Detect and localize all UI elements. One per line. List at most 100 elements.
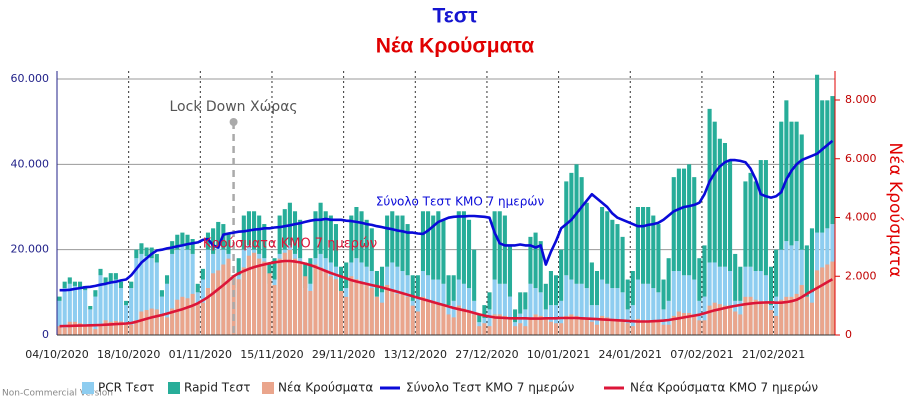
bar [303, 276, 308, 335]
bar [641, 283, 646, 335]
bar [451, 275, 456, 301]
bar [697, 320, 702, 335]
bar [712, 262, 717, 335]
bar [615, 288, 620, 335]
bar [671, 177, 676, 271]
x-tick-label: 18/10/2020 [97, 348, 160, 361]
bar [364, 285, 369, 335]
bar [697, 258, 702, 301]
bar [323, 211, 328, 259]
bar [57, 326, 62, 335]
bar [523, 326, 528, 335]
bar [641, 320, 646, 335]
bar [666, 324, 671, 335]
bar [344, 296, 349, 335]
bar [497, 211, 502, 284]
bar [124, 323, 129, 335]
bar [108, 321, 113, 335]
bar [57, 300, 62, 335]
bar [359, 282, 364, 335]
bar [646, 283, 651, 335]
bar [67, 277, 72, 284]
bar [159, 290, 164, 297]
x-tick-label: 04/10/2020 [25, 348, 88, 361]
bar [722, 305, 728, 335]
bar [482, 323, 487, 335]
bar [159, 315, 164, 335]
bar [415, 311, 420, 335]
bar [533, 288, 538, 335]
bar [656, 292, 661, 335]
bar [195, 302, 200, 335]
bar [349, 276, 354, 335]
bar [282, 252, 287, 335]
bar [794, 241, 799, 335]
bar [804, 245, 809, 297]
bar [103, 283, 108, 335]
bar [482, 305, 487, 318]
bar [267, 273, 272, 335]
bar [124, 305, 129, 335]
bar [257, 215, 262, 254]
annotation: Lock Down Χώρας [170, 99, 298, 115]
bar [200, 268, 205, 280]
bar [487, 292, 492, 310]
bar [83, 290, 88, 335]
bar [390, 211, 395, 263]
bar [72, 285, 77, 335]
bar [364, 219, 369, 267]
bar [205, 232, 211, 250]
bar [287, 249, 292, 335]
bar [477, 313, 482, 323]
bar [763, 302, 768, 335]
bar [216, 221, 221, 246]
bar [113, 320, 118, 335]
legend-swatch [168, 382, 180, 394]
bar [789, 296, 794, 335]
bar [548, 321, 553, 335]
bar [57, 296, 62, 301]
bar [446, 314, 451, 335]
bar [272, 285, 277, 335]
bar [564, 275, 569, 335]
bar [98, 268, 103, 276]
bar [584, 318, 589, 335]
bar [226, 258, 231, 335]
bar [139, 253, 144, 335]
bar [262, 224, 267, 259]
bar [420, 211, 426, 271]
bar [369, 288, 374, 335]
y-tick-label: 20.000 [11, 243, 50, 256]
bar [681, 168, 687, 276]
bar [441, 305, 446, 335]
bar [610, 288, 615, 335]
bar [164, 317, 170, 335]
bar [610, 219, 615, 289]
bar [405, 224, 410, 276]
bar [502, 215, 507, 284]
bar [758, 160, 763, 271]
bar [579, 317, 584, 335]
bar [564, 181, 569, 276]
bar [431, 302, 436, 335]
line [59, 139, 834, 292]
bar [88, 325, 93, 335]
bar [635, 318, 640, 335]
bar [277, 215, 282, 254]
bar [758, 301, 763, 335]
bar [246, 211, 251, 246]
bar [600, 207, 605, 280]
bar [62, 288, 67, 335]
bar [466, 219, 472, 289]
bar [129, 281, 134, 289]
bar [354, 279, 359, 335]
bar [456, 305, 461, 335]
x-tick-label: 29/11/2020 [312, 348, 375, 361]
bar [559, 323, 564, 335]
bar [154, 262, 159, 335]
bar [692, 314, 697, 335]
bar [400, 293, 405, 335]
bar [784, 100, 789, 242]
bar [543, 283, 548, 310]
bar [298, 261, 303, 335]
